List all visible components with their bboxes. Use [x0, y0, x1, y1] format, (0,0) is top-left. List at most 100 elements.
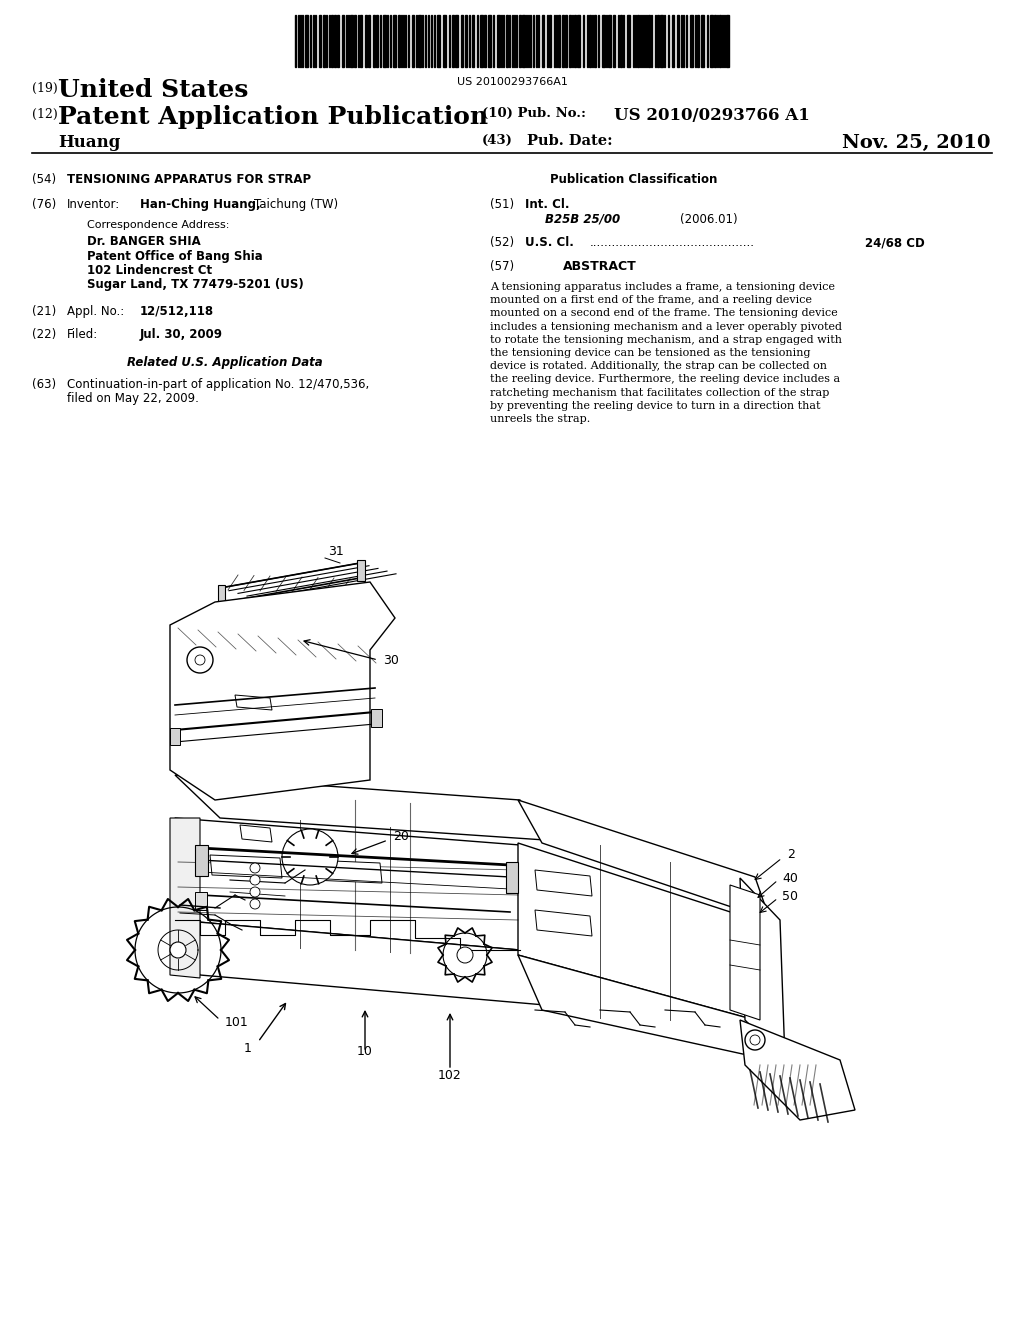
- Text: (12): (12): [32, 108, 57, 121]
- Bar: [660, 15, 663, 67]
- Text: Inventor:: Inventor:: [67, 198, 120, 211]
- Text: to rotate the tensioning mechanism, and a strap engaged with: to rotate the tensioning mechanism, and …: [490, 335, 842, 345]
- Text: 101: 101: [225, 1016, 249, 1030]
- Text: (22): (22): [32, 327, 56, 341]
- Text: 102 Lindencrest Ct: 102 Lindencrest Ct: [87, 264, 212, 277]
- Text: mounted on a second end of the frame. The tensioning device: mounted on a second end of the frame. Th…: [490, 309, 838, 318]
- Circle shape: [170, 942, 186, 958]
- Text: Publication Classification: Publication Classification: [550, 173, 718, 186]
- Text: Related U.S. Application Data: Related U.S. Application Data: [127, 356, 323, 370]
- Text: includes a tensioning mechanism and a lever operably pivoted: includes a tensioning mechanism and a le…: [490, 322, 842, 331]
- Bar: [574, 15, 575, 67]
- Text: 20: 20: [393, 830, 409, 843]
- Text: device is rotated. Additionally, the strap can be collected on: device is rotated. Additionally, the str…: [490, 362, 827, 371]
- Bar: [562, 15, 564, 67]
- Polygon shape: [175, 920, 545, 1005]
- Bar: [519, 15, 521, 67]
- Text: 1: 1: [244, 1041, 252, 1055]
- Text: by preventing the reeling device to turn in a direction that: by preventing the reeling device to turn…: [490, 401, 820, 411]
- Bar: [677, 15, 679, 67]
- Bar: [627, 15, 630, 67]
- Bar: [323, 15, 325, 67]
- Bar: [334, 15, 336, 67]
- Bar: [719, 15, 721, 67]
- Polygon shape: [240, 825, 272, 842]
- Text: unreels the strap.: unreels the strap.: [490, 414, 590, 424]
- Bar: [418, 15, 421, 67]
- Text: Patent Application Publication: Patent Application Publication: [58, 106, 488, 129]
- Polygon shape: [518, 800, 770, 920]
- Text: ............................................: ........................................…: [590, 236, 755, 249]
- Text: 102: 102: [438, 1069, 462, 1082]
- Text: ABSTRACT: ABSTRACT: [563, 260, 637, 273]
- Text: Dr. BANGER SHIA: Dr. BANGER SHIA: [87, 235, 201, 248]
- Bar: [354, 15, 356, 67]
- Text: (51): (51): [490, 198, 514, 211]
- Text: the reeling device. Furthermore, the reeling device includes a: the reeling device. Furthermore, the ree…: [490, 375, 840, 384]
- Text: 12/512,118: 12/512,118: [140, 305, 214, 318]
- Text: filed on May 22, 2009.: filed on May 22, 2009.: [67, 392, 199, 405]
- Bar: [360, 15, 362, 67]
- Bar: [319, 15, 321, 67]
- Text: Huang: Huang: [58, 135, 121, 150]
- Text: 50: 50: [782, 890, 798, 903]
- Text: Patent Office of Bang Shia: Patent Office of Bang Shia: [87, 249, 263, 263]
- Text: Nov. 25, 2010: Nov. 25, 2010: [842, 135, 990, 152]
- Bar: [690, 15, 693, 67]
- Bar: [594, 15, 596, 67]
- Bar: [383, 15, 386, 67]
- Text: Taichung (TW): Taichung (TW): [254, 198, 338, 211]
- Text: (57): (57): [490, 260, 514, 273]
- Text: Filed:: Filed:: [67, 327, 98, 341]
- Polygon shape: [234, 696, 272, 710]
- Polygon shape: [506, 862, 518, 894]
- Polygon shape: [175, 818, 520, 950]
- Bar: [455, 15, 458, 67]
- Bar: [589, 15, 591, 67]
- Bar: [608, 15, 611, 67]
- Bar: [577, 15, 580, 67]
- Polygon shape: [535, 909, 592, 936]
- Bar: [412, 15, 414, 67]
- Bar: [726, 15, 729, 67]
- Circle shape: [250, 863, 260, 873]
- Polygon shape: [175, 775, 545, 840]
- Bar: [465, 15, 467, 67]
- Circle shape: [250, 899, 260, 909]
- Bar: [569, 15, 571, 67]
- Bar: [542, 15, 544, 67]
- Bar: [497, 15, 500, 67]
- Bar: [350, 15, 353, 67]
- Text: (2006.01): (2006.01): [680, 213, 737, 226]
- Text: US 2010/0293766 A1: US 2010/0293766 A1: [614, 107, 810, 124]
- Text: (63): (63): [32, 378, 56, 391]
- Circle shape: [250, 887, 260, 898]
- Text: Correspondence Address:: Correspondence Address:: [87, 220, 229, 230]
- Text: Han-Ching Huang,: Han-Ching Huang,: [140, 198, 261, 211]
- Text: 2: 2: [787, 849, 795, 862]
- Bar: [522, 15, 525, 67]
- Bar: [484, 15, 486, 67]
- Text: mounted on a first end of the frame, and a reeling device: mounted on a first end of the frame, and…: [490, 296, 812, 305]
- Polygon shape: [170, 818, 200, 978]
- Text: Int. Cl.: Int. Cl.: [525, 198, 569, 211]
- Bar: [549, 15, 551, 67]
- Polygon shape: [195, 845, 208, 876]
- Polygon shape: [371, 709, 382, 727]
- Polygon shape: [518, 954, 770, 1060]
- Polygon shape: [310, 861, 382, 883]
- Bar: [337, 15, 339, 67]
- Circle shape: [250, 875, 260, 884]
- Text: A tensioning apparatus includes a frame, a tensioning device: A tensioning apparatus includes a frame,…: [490, 282, 835, 292]
- Text: 40: 40: [782, 871, 798, 884]
- Bar: [602, 15, 605, 67]
- Circle shape: [195, 655, 205, 665]
- Bar: [710, 15, 713, 67]
- Text: (54): (54): [32, 173, 56, 186]
- Bar: [461, 15, 463, 67]
- Bar: [565, 15, 567, 67]
- Text: 24/68 CD: 24/68 CD: [865, 236, 925, 249]
- Bar: [472, 15, 474, 67]
- Text: 31: 31: [328, 545, 344, 558]
- Bar: [657, 15, 659, 67]
